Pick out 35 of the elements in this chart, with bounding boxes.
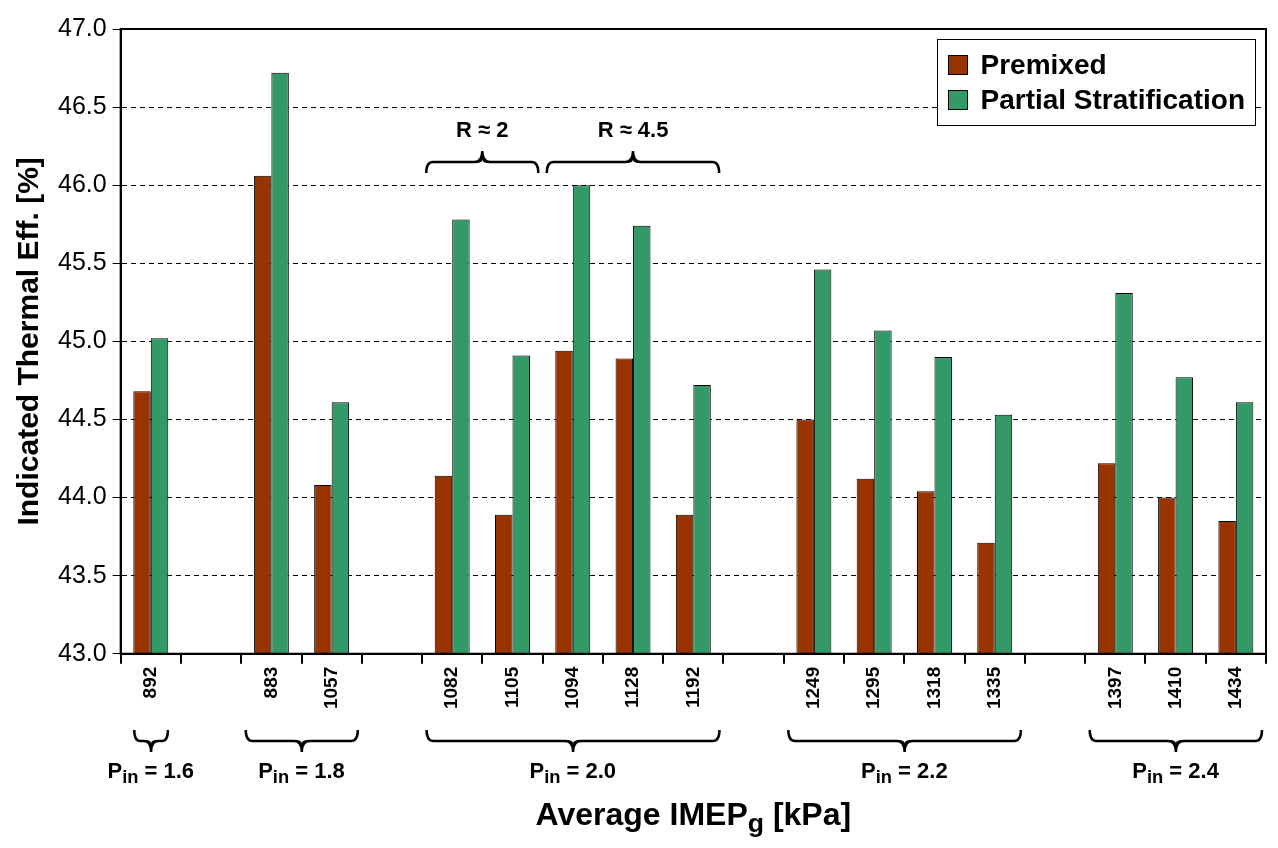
annotation: R ≈ 4.5	[596, 117, 670, 143]
legend-label: Partial Stratification	[980, 84, 1245, 116]
x-tick-label: 1082	[440, 666, 462, 710]
x-tick-label: 883	[259, 666, 281, 699]
x-tick-label: 1192	[681, 666, 703, 708]
y-tick-label: 47.0	[57, 12, 107, 41]
y-tick-label: 45.0	[57, 325, 107, 354]
y-tick-label: 43.5	[57, 559, 107, 588]
x-tick-label: 1397	[1103, 666, 1125, 710]
x-tick-label: 1410	[1163, 666, 1185, 710]
x-tick-label: 1105	[500, 666, 522, 708]
x-axis-title: Average IMEP$_{g}$ [kPa]	[534, 795, 853, 840]
y-tick-label: 44.0	[57, 481, 107, 510]
legend-label: Premixed	[980, 49, 1107, 81]
text: P$_{in}$ = 1.8	[257, 757, 346, 789]
annotation: R ≈ 2	[455, 117, 510, 143]
text: P$_{in}$ = 2.4	[1131, 757, 1220, 789]
text: P$_{in}$ = 2.0	[528, 757, 618, 789]
text: P$_{in}$ = 1.6	[106, 757, 196, 789]
x-tick-label: 1318	[922, 666, 944, 710]
y-axis-title: Indicated Thermal Eff. [%]	[11, 157, 45, 526]
x-tick-label: 1249	[802, 666, 824, 710]
x-tick-label: 1434	[1224, 666, 1246, 710]
text: P$_{in}$ = 2.2	[860, 757, 949, 789]
y-tick-label: 44.5	[57, 403, 107, 432]
x-tick-label: 892	[139, 666, 161, 699]
y-tick-label: 46.5	[57, 90, 107, 119]
x-tick-label: 1335	[982, 666, 1004, 710]
x-tick-label: 1057	[319, 666, 341, 710]
y-tick-label: 43.0	[57, 637, 107, 666]
y-tick-label: 46.0	[57, 169, 107, 198]
x-tick-label: 1295	[862, 666, 884, 710]
y-tick-label: 45.5	[57, 247, 107, 276]
x-tick-label: 1128	[621, 666, 643, 708]
x-tick-label: 1094	[561, 666, 582, 710]
